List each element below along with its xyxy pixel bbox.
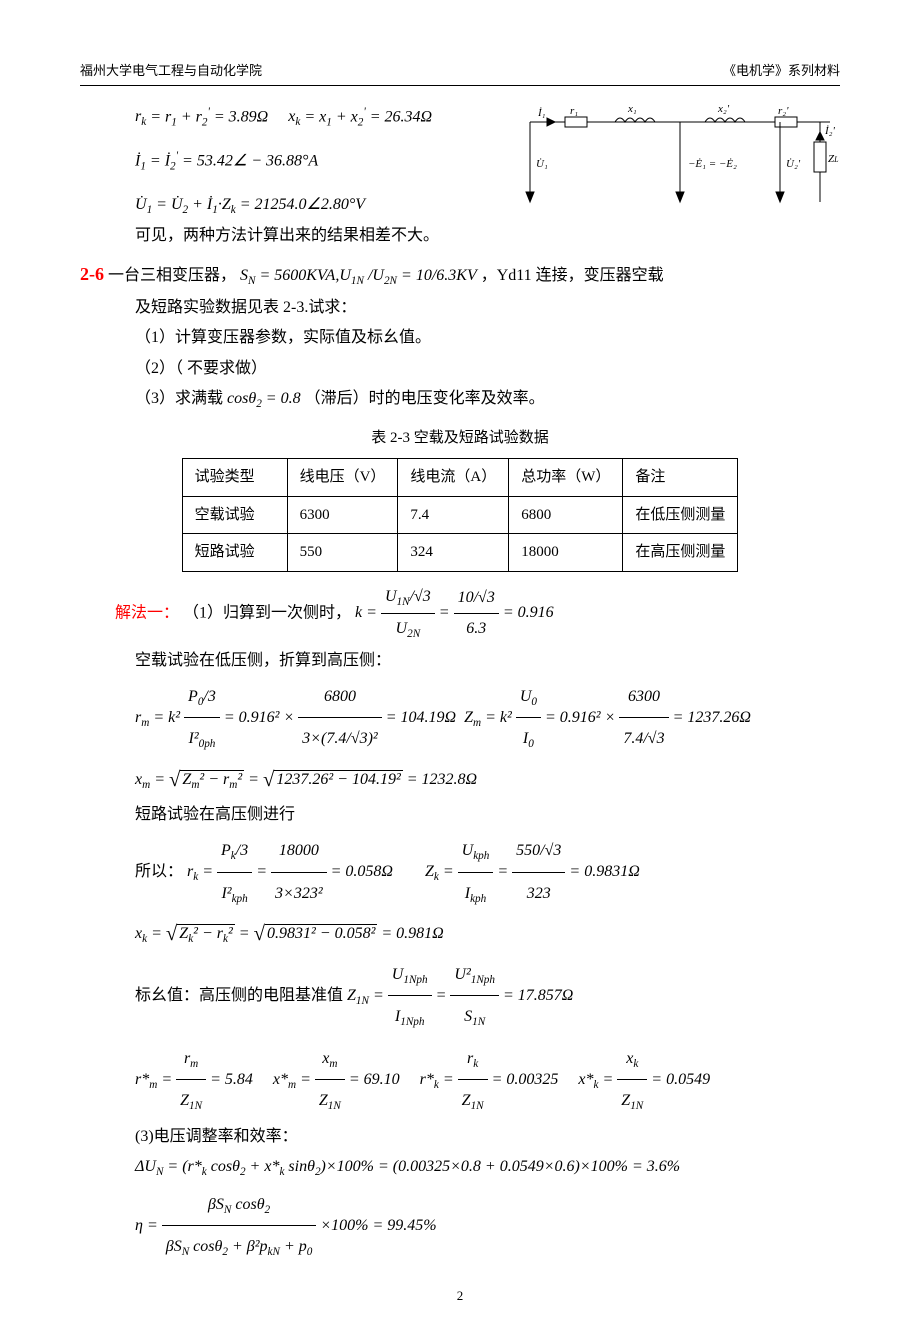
table-row: 短路试验 550 324 18000 在高压侧测量 — [182, 534, 738, 572]
svg-text:ZL': ZL' — [828, 153, 840, 165]
rm-zm: rm = k² P0/3I²0ph = 0.916² × 68003×(7.4/… — [80, 676, 840, 760]
content: rk = r1 + r2' = 3.89Ω xk = x1 + x2' = 26… — [80, 102, 840, 1268]
xk2: xk = √Zk² − rk² = √0.9831² − 0.058² = 0.… — [80, 914, 840, 954]
solution-line1: 解法一： （1）归算到一次侧时， k = U1N/√3U2N = 10/√36.… — [80, 582, 840, 646]
data-table: 试验类型 线电压（V） 线电流（A） 总功率（W） 备注 空载试验 6300 7… — [182, 458, 739, 572]
eq-i1: İ1 = İ2' = 53.42∠ − 36.88°A — [135, 146, 500, 178]
problem-spec: SN = 5600KVA,U1N /U2N = 10/6.3KV — [240, 267, 477, 284]
s3: 短路试验在高压侧进行 — [80, 800, 840, 830]
header-right: 《电机学》系列材料 — [723, 60, 840, 79]
s2: 空载试验在低压侧，折算到高压侧： — [80, 646, 840, 676]
svg-text:−Ė₁ = −Ė₂: −Ė₁ = −Ė₂ — [688, 158, 737, 170]
svg-text:İ₁: İ₁ — [537, 107, 546, 119]
svg-text:U̇₁: U̇₁ — [536, 158, 548, 170]
header-left: 福州大学电气工程与自动化学院 — [80, 60, 262, 79]
svg-text:İ₂': İ₂' — [824, 125, 835, 137]
page-header: 福州大学电气工程与自动化学院 《电机学》系列材料 — [80, 60, 840, 86]
circuit-diagram: İ₁ r₁ x₁ x₂' r₂' İ₂' U̇₁ −Ė₁ = −Ė₂ U̇₂' … — [520, 102, 840, 232]
problem-intro: 一台三相变压器， — [108, 267, 236, 284]
pu-values: r*m = rmZ1N = 5.84 x*m = xmZ1N = 69.10 r… — [80, 1038, 840, 1122]
q2: （2）（ 不要求做） — [80, 354, 840, 384]
q3: （3）求满载 cosθ2 = 0.8 （滞后）时的电压变化率及效率。 — [80, 384, 840, 415]
xm: xm = √Zm² − rm² = √1237.26² − 104.19² = … — [80, 760, 840, 800]
s5: (3)电压调整率和效率： — [80, 1122, 840, 1152]
eq-note: 可见，两种方法计算出来的结果相差不大。 — [135, 221, 500, 251]
table-caption: 表 2-3 空载及短路试验数据 — [80, 424, 840, 453]
problem-number: 2-6 — [80, 264, 104, 284]
problem-line2: 及短路实验数据见表 2-3.试求： — [80, 293, 840, 323]
eta: η = βSN cosθ2 βSN cosθ2 + β²pkN + p0 ×10… — [80, 1184, 840, 1268]
svg-text:r₂': r₂' — [778, 105, 789, 117]
svg-text:U̇₂': U̇₂' — [786, 158, 801, 170]
problem-conn: ，Yd11 连接，变压器空载 — [481, 267, 664, 284]
svg-text:x₁: x₁ — [627, 103, 637, 115]
du: ΔUN = (r*k cosθ2 + x*k sinθ2)×100% = (0.… — [80, 1152, 840, 1183]
svg-text:r₁: r₁ — [570, 105, 578, 117]
svg-text:x₂': x₂' — [717, 103, 730, 115]
eq-rk: rk = r1 + r2' = 3.89Ω xk = x1 + x2' = 26… — [135, 102, 500, 134]
q1: （1）计算变压器参数，实际值及标幺值。 — [80, 323, 840, 353]
eq-u1: U̇1 = U̇2 + İ1·Zk = 21254.0∠2.80°V — [135, 190, 500, 221]
pu-base: 标幺值：高压侧的电阻基准值 Z1N = U1NphI1Nph = U²1NphS… — [80, 954, 840, 1038]
table-row: 空载试验 6300 7.4 6800 在低压侧测量 — [182, 496, 738, 534]
table-row: 试验类型 线电压（V） 线电流（A） 总功率（W） 备注 — [182, 459, 738, 497]
rk-zk: 所以： rk = Pk/3I²kph = 180003×323² = 0.058… — [80, 830, 840, 914]
